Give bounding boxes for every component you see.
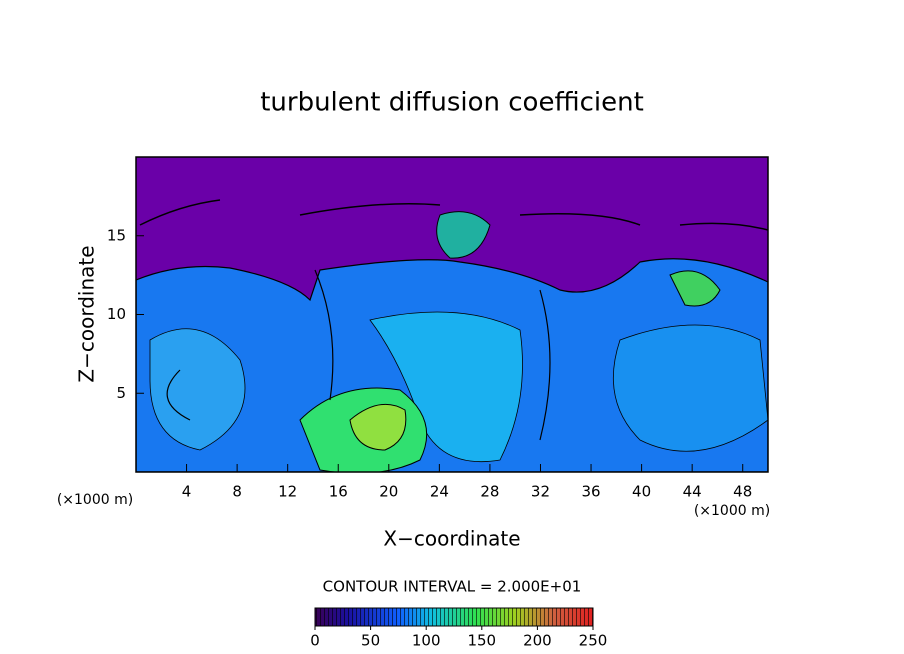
- y-tick-label: 10: [107, 305, 126, 323]
- x-tick-label: 32: [531, 483, 550, 501]
- annotation: CONTOUR INTERVAL = 2.000E+01: [323, 578, 582, 596]
- x-tick-label: 24: [430, 483, 449, 501]
- y-tick-label: 5: [116, 384, 126, 402]
- colorbar-tick-label: 250: [579, 632, 608, 650]
- x-tick-label: 8: [232, 483, 242, 501]
- y-axis-label: Z−coordinate: [75, 245, 99, 382]
- chart-title: turbulent diffusion coefficient: [260, 88, 644, 118]
- x-unit: (×1000 m): [694, 503, 770, 519]
- x-axis-label: X−coordinate: [383, 527, 520, 551]
- x-tick-label: 20: [379, 483, 398, 501]
- colorbar-tick-label: 50: [361, 632, 380, 650]
- x-tick-label: 48: [733, 483, 752, 501]
- colorbar-tick-label: 200: [523, 632, 552, 650]
- field: [136, 157, 768, 472]
- colorbar-tick-label: 150: [467, 632, 496, 650]
- y-unit: (×1000 m): [57, 492, 133, 508]
- x-tick-label: 4: [182, 483, 192, 501]
- x-tick-label: 40: [632, 483, 651, 501]
- x-tick-label: 12: [278, 483, 297, 501]
- y-tick-label: 15: [107, 226, 126, 244]
- x-tick-label: 36: [581, 483, 600, 501]
- colorbar-contours: [315, 608, 593, 626]
- x-tick-label: 28: [480, 483, 499, 501]
- colorbar-tick-label: 100: [412, 632, 441, 650]
- x-tick-label: 44: [683, 483, 702, 501]
- x-tick-label: 16: [329, 483, 348, 501]
- colorbar-tick-label: 0: [310, 632, 320, 650]
